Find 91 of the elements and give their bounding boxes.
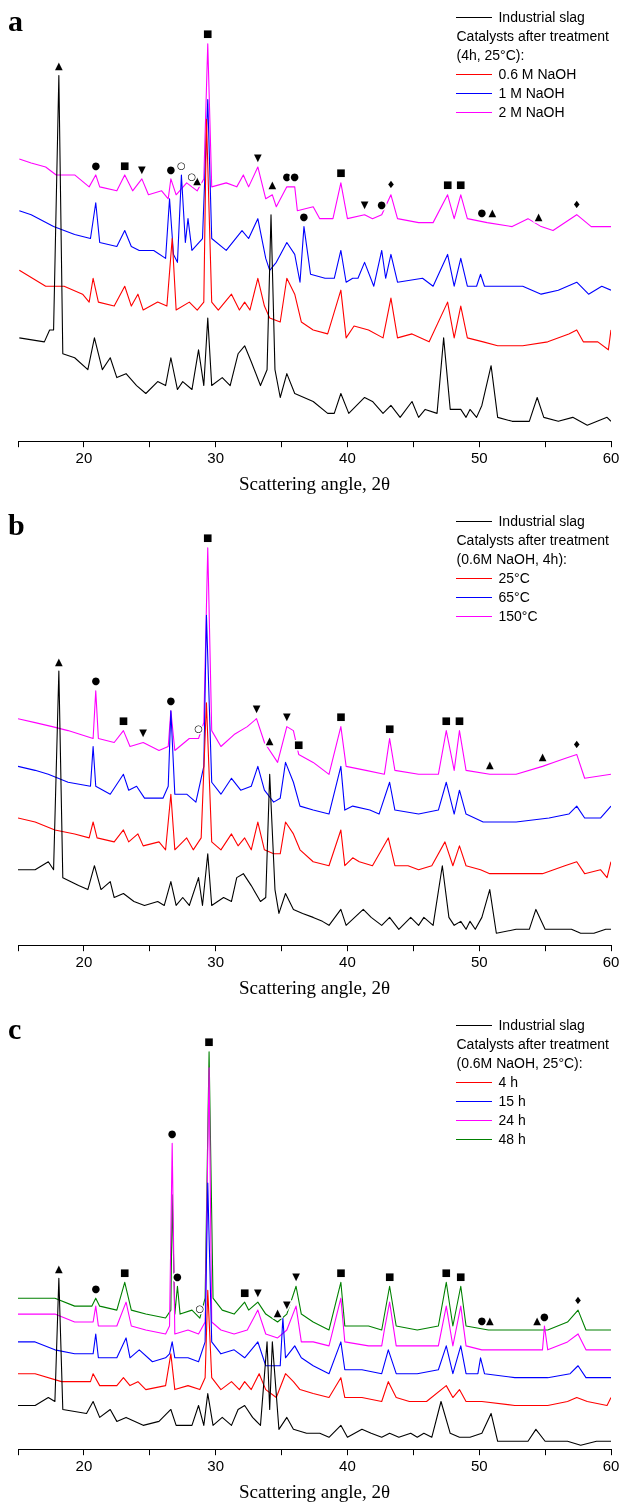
legend-label: 1 M NaOH bbox=[498, 84, 565, 103]
x-tick-label: 30 bbox=[207, 953, 225, 971]
legend-label: 4 h bbox=[498, 1073, 518, 1092]
x-tick-label: 30 bbox=[207, 449, 225, 467]
annotation: ■ bbox=[203, 532, 213, 544]
x-tick-label: 60 bbox=[602, 449, 620, 467]
legend-label: 0.6 M NaOH bbox=[498, 65, 577, 84]
annotation: ■ bbox=[442, 179, 453, 191]
x-tick-label: 60 bbox=[602, 953, 620, 971]
annotation: ■ bbox=[336, 167, 346, 179]
annotation: ▲ bbox=[534, 211, 543, 223]
annotation: ■ bbox=[336, 711, 346, 723]
annotation: ▲ bbox=[485, 758, 494, 770]
x-tick-label: 50 bbox=[470, 1457, 488, 1475]
x-tick-label: 50 bbox=[470, 449, 488, 467]
x-tick-label: 20 bbox=[75, 953, 93, 971]
x-axis-title: Scattering angle, 2θ bbox=[238, 472, 391, 494]
annotation: ■ bbox=[120, 159, 130, 171]
annotation: ▼ bbox=[292, 1270, 301, 1282]
legend-label: 150°C bbox=[498, 607, 538, 626]
x-tick-label: 50 bbox=[470, 953, 488, 971]
x-axis-title: Scattering angle, 2θ bbox=[238, 1480, 391, 1502]
legend-label: 2 M NaOH bbox=[498, 103, 565, 122]
annotation: ▼ bbox=[253, 1286, 262, 1298]
annotation: ▲ bbox=[268, 179, 277, 191]
legend-label: 25°C bbox=[498, 569, 530, 588]
annotation: ▲ bbox=[265, 735, 274, 747]
legend-label: 65°C bbox=[498, 588, 530, 607]
x-tick-label: 40 bbox=[339, 1457, 356, 1475]
annotation: ● bbox=[540, 1310, 550, 1322]
annotation: ▲ bbox=[55, 60, 63, 72]
annotation: ● bbox=[477, 1314, 487, 1326]
annotation: ♦ bbox=[573, 1294, 583, 1306]
annotation: ● bbox=[290, 171, 300, 183]
annotation: ▲ bbox=[485, 1314, 494, 1326]
annotation: ■ bbox=[336, 1266, 346, 1278]
legend-label: 24 h bbox=[498, 1111, 526, 1130]
legend-title: Catalysts after treatment (4h, 25°C): bbox=[456, 27, 609, 65]
annotation: ▲ bbox=[488, 207, 497, 219]
legend-label: Industrial slag bbox=[498, 8, 585, 27]
annotation: ■ bbox=[456, 1270, 466, 1282]
annotation: ▲ bbox=[55, 655, 63, 667]
annotation: ▼ bbox=[139, 727, 148, 739]
annotation: ▲ bbox=[273, 1306, 282, 1318]
annotation: ○ bbox=[177, 159, 186, 171]
legend-label: Industrial slag bbox=[498, 512, 585, 531]
annotation: ▲ bbox=[55, 1262, 63, 1274]
annotation: ● bbox=[477, 207, 487, 219]
annotation: ■ bbox=[441, 1266, 451, 1278]
x-tick-label: 40 bbox=[339, 953, 356, 971]
legend-title: Catalysts after treatment (0.6M NaOH, 4h): bbox=[456, 531, 609, 569]
chart-title: a bbox=[8, 4, 23, 38]
annotation: ♦ bbox=[572, 199, 582, 211]
annotation: ♦ bbox=[572, 739, 582, 751]
annotation: ▲ bbox=[538, 750, 547, 762]
annotation: ■ bbox=[454, 715, 465, 727]
x-tick-label: 20 bbox=[75, 449, 93, 467]
annotation: ▼ bbox=[252, 703, 261, 715]
x-tick-label: 20 bbox=[75, 1457, 93, 1475]
annotation: ■ bbox=[384, 723, 395, 735]
annotation: ● bbox=[299, 211, 309, 223]
annotation: ♦ bbox=[386, 179, 396, 191]
annotation: ■ bbox=[204, 1036, 214, 1048]
legend-title: Catalysts after treatment (0.6M NaOH, 25°C): bbox=[456, 1035, 609, 1073]
annotation: ▼ bbox=[360, 199, 369, 211]
annotation: ● bbox=[377, 199, 387, 211]
legend-label: 48 h bbox=[498, 1130, 526, 1149]
annotation: ● bbox=[166, 695, 176, 707]
annotation: ■ bbox=[118, 715, 129, 727]
annotation: ■ bbox=[441, 715, 451, 727]
annotation: ● bbox=[91, 675, 101, 687]
annotation: ● bbox=[166, 163, 176, 175]
annotation: ■ bbox=[203, 28, 213, 40]
x-tick-label: 40 bbox=[339, 449, 356, 467]
chart-title: b bbox=[8, 508, 25, 542]
annotation: ▼ bbox=[138, 163, 147, 175]
annotation: ■ bbox=[456, 179, 466, 191]
legend-label: 15 h bbox=[498, 1092, 526, 1111]
chart-title: c bbox=[8, 1012, 22, 1046]
annotation: ■ bbox=[239, 1286, 250, 1298]
legend-label: Industrial slag bbox=[498, 1016, 585, 1035]
annotation: ■ bbox=[120, 1266, 130, 1278]
x-tick-label: 60 bbox=[602, 1457, 620, 1475]
annotation: ■ bbox=[384, 1270, 395, 1282]
x-tick-label: 30 bbox=[207, 1457, 225, 1475]
annotation: ● bbox=[91, 159, 101, 171]
annotation: ● bbox=[91, 1282, 101, 1294]
annotation: ▼ bbox=[253, 151, 262, 163]
annotation: ▼ bbox=[282, 711, 291, 723]
x-axis-title: Scattering angle, 2θ bbox=[238, 976, 391, 998]
annotation: ● bbox=[167, 1127, 177, 1139]
